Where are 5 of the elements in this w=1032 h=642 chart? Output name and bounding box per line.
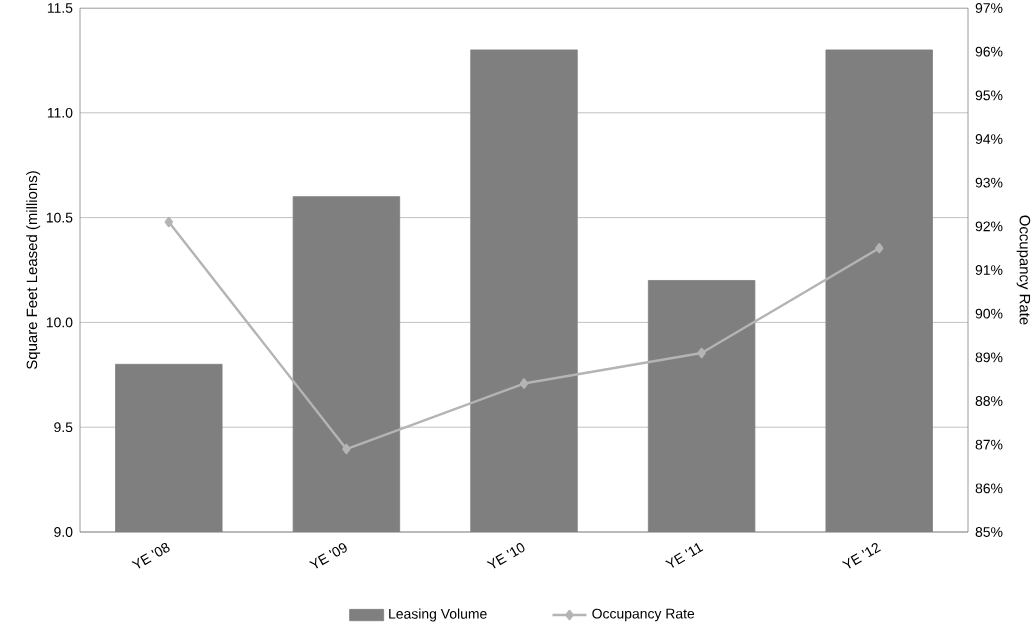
point — [519, 378, 529, 389]
point — [875, 242, 884, 254]
point — [342, 443, 351, 455]
point — [164, 216, 173, 228]
point — [697, 347, 706, 359]
